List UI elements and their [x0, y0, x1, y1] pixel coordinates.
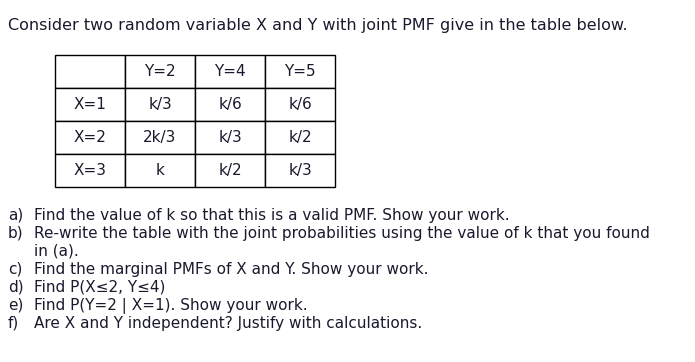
Text: Re-write the table with the joint probabilities using the value of k that you fo: Re-write the table with the joint probab… — [34, 226, 650, 241]
Text: f): f) — [8, 316, 19, 331]
Bar — [265, 154, 335, 187]
Bar — [125, 88, 195, 121]
Text: Are X and Y independent? Justify with calculations.: Are X and Y independent? Justify with ca… — [34, 316, 423, 331]
Bar — [55, 88, 125, 121]
Text: k/3: k/3 — [288, 163, 312, 178]
Bar — [195, 154, 265, 187]
Bar — [265, 88, 335, 121]
Bar — [265, 55, 335, 88]
Bar — [195, 121, 265, 154]
Bar — [195, 88, 265, 121]
Bar — [55, 121, 125, 154]
Bar — [55, 55, 125, 88]
Bar — [195, 55, 265, 88]
Text: k/3: k/3 — [218, 130, 242, 145]
Text: k/2: k/2 — [218, 163, 242, 178]
Text: 2k/3: 2k/3 — [143, 130, 177, 145]
Text: k/2: k/2 — [288, 130, 312, 145]
Text: Y=2: Y=2 — [144, 64, 176, 79]
Text: X=1: X=1 — [74, 97, 106, 112]
Text: k/6: k/6 — [218, 97, 242, 112]
Text: e): e) — [8, 298, 24, 313]
Text: X=2: X=2 — [74, 130, 106, 145]
Text: Y=4: Y=4 — [214, 64, 246, 79]
Text: in (a).: in (a). — [34, 244, 79, 259]
Text: Find the marginal PMFs of X and Y. Show your work.: Find the marginal PMFs of X and Y. Show … — [34, 262, 429, 277]
Bar — [125, 121, 195, 154]
Text: a): a) — [8, 208, 23, 223]
Text: Y=5: Y=5 — [284, 64, 316, 79]
Text: Find the value of k so that this is a valid PMF. Show your work.: Find the value of k so that this is a va… — [34, 208, 509, 223]
Text: b): b) — [8, 226, 24, 241]
Text: k/6: k/6 — [288, 97, 312, 112]
Bar — [265, 121, 335, 154]
Bar — [125, 154, 195, 187]
Text: c): c) — [8, 262, 22, 277]
Text: Find P(Y=2 | X=1). Show your work.: Find P(Y=2 | X=1). Show your work. — [34, 298, 308, 314]
Text: Consider two random variable X and Y with joint PMF give in the table below.: Consider two random variable X and Y wit… — [8, 18, 628, 33]
Text: k: k — [156, 163, 165, 178]
Text: X=3: X=3 — [74, 163, 106, 178]
Bar — [55, 154, 125, 187]
Text: Find P(X≤2, Y≤4): Find P(X≤2, Y≤4) — [34, 280, 165, 295]
Text: k/3: k/3 — [148, 97, 172, 112]
Text: d): d) — [8, 280, 24, 295]
Bar — [125, 55, 195, 88]
